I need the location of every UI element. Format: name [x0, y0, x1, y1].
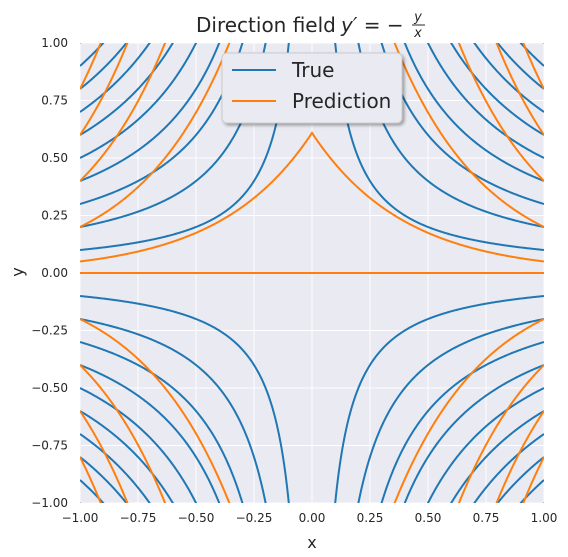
x-axis-label: x [307, 533, 316, 552]
true-curve [80, 43, 544, 159]
prediction-curve [80, 43, 544, 182]
title-formula-numerator: y [413, 10, 422, 25]
y-tick-labels: −1.00 −0.75 −0.50 −0.25 0.00 0.25 0.50 0.75 1.00 [31, 36, 68, 510]
x-tick-label: 0.00 [299, 511, 326, 525]
true-curve [80, 341, 544, 503]
true-curve [80, 43, 544, 136]
title-text: Direction field [196, 13, 336, 37]
y-tick-label: 0.75 [41, 94, 68, 108]
true-curve [80, 387, 544, 503]
y-tick-label: 0.25 [41, 209, 68, 223]
y-tick-label: −0.25 [31, 324, 68, 338]
y-axis-label: y [8, 267, 27, 276]
y-tick-label: 0.50 [41, 151, 68, 165]
prediction-curve [80, 131, 544, 263]
y-tick-label: 1.00 [41, 36, 68, 50]
prediction-curve [80, 43, 544, 228]
x-tick-label: −0.75 [120, 511, 157, 525]
x-tick-label: 1.00 [531, 511, 558, 525]
true-curve [80, 295, 544, 503]
true-curve [80, 43, 544, 228]
x-tick-label: 0.75 [473, 511, 500, 525]
prediction-curve [80, 364, 544, 503]
chart-title: Direction field y′ = − y x [196, 10, 425, 41]
x-tick-label: −0.50 [178, 511, 215, 525]
title-formula-lhs: y′ = − [340, 13, 404, 37]
x-tick-labels: −1.00 −0.75 −0.50 −0.25 0.00 0.25 0.50 0.75 1.00 [62, 511, 558, 525]
y-tick-label: −0.50 [31, 381, 68, 395]
true-curve [80, 43, 544, 205]
prediction-curve [80, 318, 544, 503]
true-curve [80, 410, 544, 503]
legend-label-true: True [291, 58, 334, 82]
x-tick-label: 0.50 [415, 511, 442, 525]
curves-group [80, 43, 544, 503]
x-tick-label: −1.00 [62, 511, 99, 525]
y-tick-label: 0.00 [41, 266, 68, 280]
x-tick-label: −0.25 [236, 511, 273, 525]
true-curve [80, 43, 544, 251]
true-curve [80, 364, 544, 503]
true-curve [80, 43, 544, 182]
y-tick-label: −1.00 [31, 496, 68, 510]
x-tick-label: 0.25 [357, 511, 384, 525]
true-curve [80, 318, 544, 503]
y-tick-label: −0.75 [31, 439, 68, 453]
legend: True Prediction [221, 52, 403, 124]
title-formula-denominator: x [413, 26, 422, 41]
legend-label-prediction: Prediction [292, 89, 391, 113]
